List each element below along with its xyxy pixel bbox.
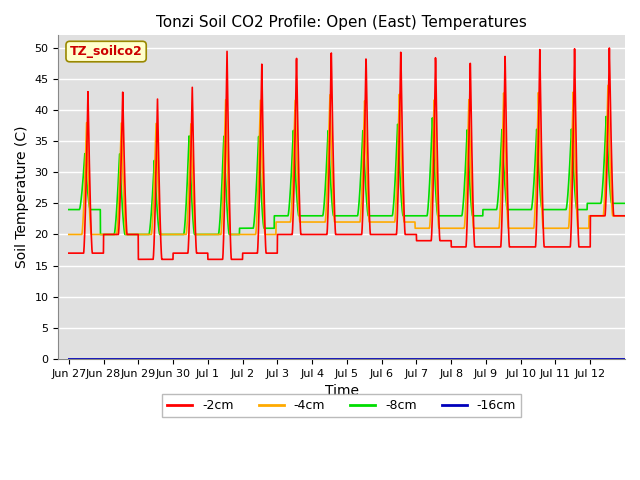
X-axis label: Time: Time <box>324 384 358 398</box>
Title: Tonzi Soil CO2 Profile: Open (East) Temperatures: Tonzi Soil CO2 Profile: Open (East) Temp… <box>156 15 527 30</box>
Legend: -2cm, -4cm, -8cm, -16cm: -2cm, -4cm, -8cm, -16cm <box>162 395 521 418</box>
Text: TZ_soilco2: TZ_soilco2 <box>70 45 143 58</box>
Y-axis label: Soil Temperature (C): Soil Temperature (C) <box>15 126 29 268</box>
